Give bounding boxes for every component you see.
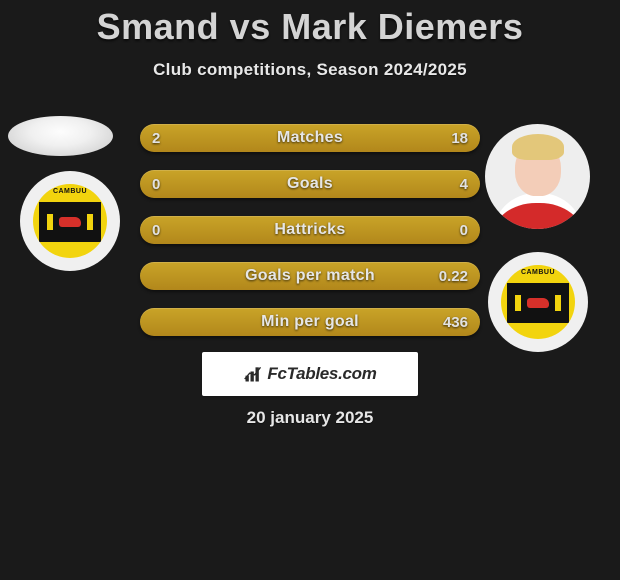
- stat-label: Min per goal: [140, 308, 480, 336]
- club-badge-right: CAMBUU: [488, 252, 588, 352]
- club-badge-left-text: CAMBUU: [33, 188, 107, 195]
- club-badge-left: CAMBUU: [20, 171, 120, 271]
- club-badge-left-inner: CAMBUU: [33, 184, 107, 258]
- stat-label: Goals per match: [140, 262, 480, 290]
- stat-right-value: 18: [451, 124, 468, 152]
- club-badge-right-text: CAMBUU: [501, 269, 575, 276]
- snapshot-date: 20 january 2025: [0, 408, 620, 428]
- player-right-shirt: [492, 193, 584, 229]
- club-badge-right-inner: CAMBUU: [501, 265, 575, 339]
- stat-row-hattricks: 0 Hattricks 0: [140, 216, 480, 244]
- stat-label: Hattricks: [140, 216, 480, 244]
- player-right-avatar: [485, 124, 590, 229]
- stat-row-min-per-goal: Min per goal 436: [140, 308, 480, 336]
- brand-text: FcTables.com: [267, 364, 376, 384]
- stat-right-value: 0.22: [439, 262, 468, 290]
- comparison-subtitle: Club competitions, Season 2024/2025: [0, 60, 620, 80]
- player-right-hair: [512, 134, 564, 160]
- comparison-title: Smand vs Mark Diemers: [0, 0, 620, 48]
- stat-right-value: 4: [460, 170, 468, 198]
- brand-attribution: FcTables.com: [202, 352, 418, 396]
- player-left-avatar: [8, 116, 113, 156]
- club-badge-left-emblem: [59, 217, 81, 227]
- stat-row-goals: 0 Goals 4: [140, 170, 480, 198]
- stat-label: Goals: [140, 170, 480, 198]
- stat-right-value: 436: [443, 308, 468, 336]
- bar-chart-icon: [243, 364, 263, 384]
- stats-container: 2 Matches 18 0 Goals 4 0 Hattricks 0 Goa…: [140, 124, 480, 354]
- stat-row-goals-per-match: Goals per match 0.22: [140, 262, 480, 290]
- club-badge-right-emblem: [527, 298, 549, 308]
- stat-label: Matches: [140, 124, 480, 152]
- stat-row-matches: 2 Matches 18: [140, 124, 480, 152]
- stat-right-value: 0: [460, 216, 468, 244]
